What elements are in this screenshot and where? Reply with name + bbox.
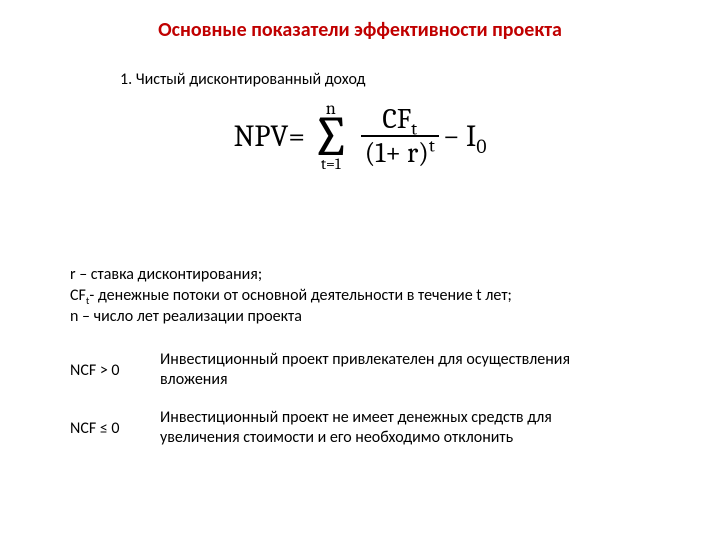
condition-text: Инвестиционный проект не имеет денежных … — [160, 408, 580, 448]
fraction-denominator: (1+ r)t — [361, 135, 439, 167]
condition-row: NCF > 0 Инвестиционный проект привлекате… — [70, 350, 580, 390]
conditions-block: NCF > 0 Инвестиционный проект привлекате… — [70, 350, 580, 466]
section-subtitle: 1. Чистый дисконтированный доход — [120, 70, 365, 89]
def-cft-base: CF — [70, 286, 86, 305]
formula-lhs: NPV — [234, 119, 289, 154]
formula-eq: = — [288, 119, 305, 154]
den-sup: t — [429, 136, 435, 157]
def-cft-rest: - денежные потоки от основной деятельнос… — [89, 286, 511, 305]
den-base: (1+ r) — [365, 137, 429, 169]
def-r: r – ставка дисконтирования; — [70, 265, 512, 286]
fraction-numerator: CFt — [378, 105, 421, 135]
tail-sub: 0 — [476, 135, 486, 158]
def-n: n – число лет реализации проекта — [70, 307, 512, 328]
page-title: Основные показатели эффективности проект… — [0, 18, 720, 42]
def-cft: CFt- денежные потоки от основной деятель… — [70, 286, 512, 307]
condition-text: Инвестиционный проект привлекателен для … — [160, 350, 580, 390]
sigma-lower: t=1 — [321, 156, 341, 172]
variable-definitions: r – ставка дисконтирования; CFt- денежны… — [70, 265, 512, 327]
npv-formula: NPV = n ∑ t=1 CFt (1+ r)t − I0 — [0, 100, 720, 172]
condition-label: NCF ≤ 0 — [70, 419, 160, 438]
num-base: CF — [382, 103, 411, 135]
formula-tail: − I0 — [443, 119, 487, 154]
sigma-block: n ∑ t=1 — [311, 100, 351, 172]
condition-label: NCF > 0 — [70, 361, 160, 380]
tail-minus: − I — [443, 119, 477, 154]
fraction: CFt (1+ r)t — [361, 105, 439, 167]
condition-row: NCF ≤ 0 Инвестиционный проект не имеет д… — [70, 408, 580, 448]
